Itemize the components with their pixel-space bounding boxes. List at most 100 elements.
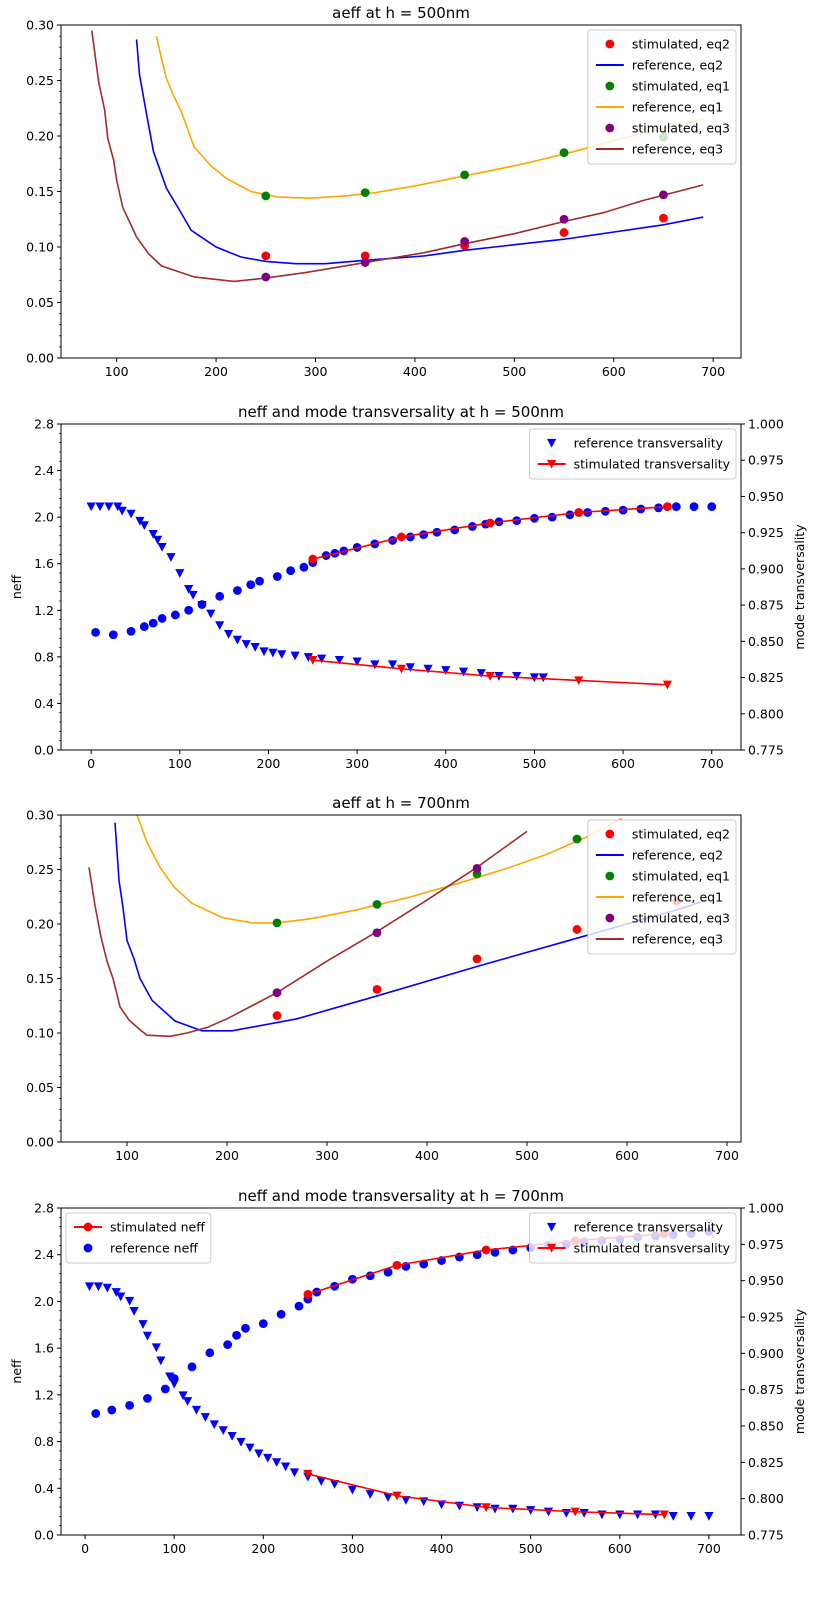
data-point-reference-transversality [352,657,362,667]
data-point-stimulated-transversality [574,676,584,686]
data-point-stimulated-eq3 [261,272,271,282]
data-point-reference-transversality [316,1477,326,1486]
y-right-tick-label: 0.875 [748,1382,784,1397]
data-point-stimulated-eq3 [272,988,282,998]
data-point-reference-transversality [370,660,380,670]
data-point-reference-transversality [209,1420,219,1430]
data-point-reference-neff [383,1267,393,1277]
series-line-reference-eq3 [91,30,704,283]
x-tick-label: 200 [204,364,228,379]
data-point-reference-transversality [182,1397,193,1406]
data-point-reference-transversality [263,1453,273,1463]
data-point-stimulated-neff [481,1245,491,1255]
x-tick-label: 200 [215,1148,239,1163]
legend-marker-stimulated-eq1 [605,871,615,881]
data-point-reference-transversality [441,666,451,675]
data-point-reference-transversality [490,1504,500,1514]
x-tick-label: 500 [522,756,546,771]
data-point-stimulated-transversality [481,1503,491,1512]
y-tick-label: 0.20 [26,917,54,932]
y-axis-label: neff [9,1359,24,1384]
data-point-reference-transversality [245,1443,255,1453]
y-right-tick-label: 0.800 [748,706,784,721]
data-point-reference-neff [246,580,256,590]
data-point-reference-transversality [117,506,127,516]
y-tick-label: 0.20 [26,129,54,144]
y-tick-label: 1.6 [34,556,54,571]
data-point-reference-neff [160,1384,170,1394]
y-tick-label: 2.4 [34,1247,54,1262]
series-line-stimulated-neff [312,505,668,560]
data-point-reference-neff [299,562,309,572]
legend-box [587,29,737,165]
subplot-4: 0 100 200 300 400 500 600 700 0.0 0.4 0.8 1.2 1.6 2.0… [9,1187,807,1556]
data-point-reference-transversality [84,1282,95,1292]
data-point-stimulated-eq1 [261,191,271,201]
legend-label: reference, eq1 [632,890,723,905]
data-point-stimulated-transversality [662,680,673,690]
data-point-reference-transversality [317,654,327,664]
data-point-reference-transversality [259,647,269,657]
y-tick-label: 1.2 [34,1387,54,1402]
y-tick-label: 0.25 [26,73,54,88]
y-tick-label: 0.30 [26,18,54,33]
data-point-stimulated-eq2 [261,251,271,261]
series-line-reference-eq3 [88,830,528,1038]
legend-label: stimulated, eq3 [632,121,730,136]
x-tick-label: 700 [700,756,724,771]
y-right-tick-label: 0.975 [748,1237,784,1252]
x-tick-label: 700 [701,364,725,379]
y-tick-label: 1.6 [34,1341,54,1356]
legend-top-right: stimulated, eq2 reference, eq2 stimulated,… [587,819,737,955]
y-tick-label: 0.00 [26,351,54,366]
data-point-reference-transversality [579,1509,589,1518]
y-tick-label: 0.10 [26,240,54,255]
data-point-reference-transversality [223,629,234,639]
data-point-stimulated-transversality [303,1469,313,1479]
data-point-reference-transversality [153,535,163,545]
data-point-reference-transversality [668,1511,678,1521]
y-right-tick-label: 0.775 [748,743,784,758]
data-point-reference-neff [276,1309,286,1319]
data-point-stimulated-eq2 [472,954,482,964]
y-tick-label: 0.0 [34,743,54,758]
data-point-stimulated-eq1 [559,148,569,158]
x-tick-label: 400 [434,756,458,771]
y-tick-label: 2.8 [34,417,54,432]
chart-title: aeff at h = 700nm [332,794,470,812]
legend-marker-reference-transversality [546,1222,557,1232]
data-point-reference-transversality [330,1479,340,1489]
data-point-reference-transversality [472,1503,482,1512]
data-point-reference-neff [294,1301,304,1311]
y-right-axis-label: mode transversality [792,524,807,650]
y-axis-label: neff [9,575,24,600]
x-tick-label: 400 [430,1541,454,1556]
data-point-stimulated-neff [308,554,318,564]
chart-title: aeff at h = 500nm [332,4,470,22]
data-point-reference-transversality [272,1458,282,1467]
data-point-reference-transversality [184,585,194,594]
y-right-tick-label: 0.850 [748,634,784,649]
y-right-tick-label: 0.775 [748,1528,784,1543]
legend-label: reference neff [110,1241,198,1256]
x-tick-label: 600 [608,1541,632,1556]
data-point-reference-neff [671,502,681,512]
data-point-reference-transversality [175,569,185,578]
data-point-stimulated-transversality [570,1507,580,1517]
data-point-reference-neff [689,502,699,512]
data-point-reference-neff [107,1405,117,1415]
x-tick-label: 300 [304,364,328,379]
data-point-reference-neff [157,614,167,623]
legend-label: stimulated, eq3 [632,911,730,926]
x-tick-label: 600 [611,756,635,771]
data-point-reference-transversality [139,521,149,531]
legend-box [65,1212,212,1264]
data-point-reference-transversality [151,1343,161,1353]
data-point-stimulated-neff [663,502,672,512]
x-tick-label: 700 [697,1541,721,1556]
y-right-tick-label: 0.900 [748,1346,784,1361]
legend-label: reference, eq1 [632,100,723,115]
data-point-stimulated-neff [574,508,584,517]
data-point-reference-transversality [423,664,433,674]
data-point-reference-transversality [543,1507,554,1517]
